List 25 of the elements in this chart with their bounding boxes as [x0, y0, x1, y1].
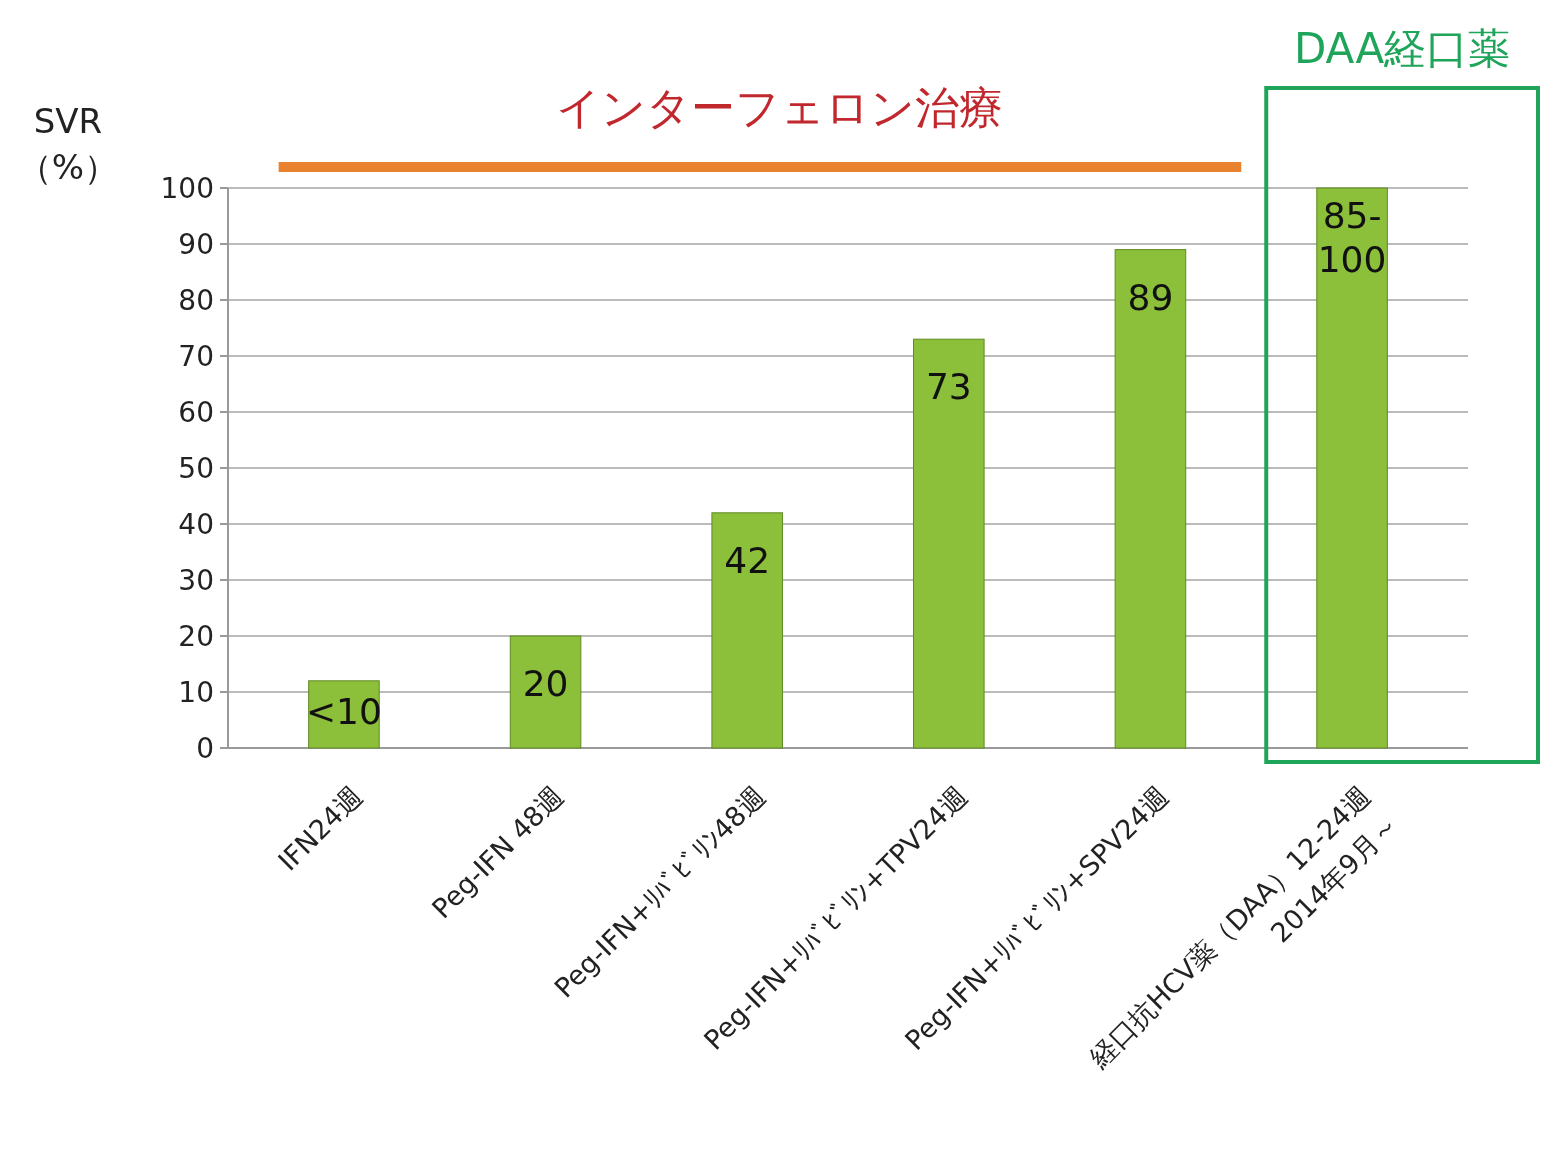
y-tick-label: 70	[178, 339, 214, 373]
data-label: 20	[522, 663, 569, 704]
y-tick-label: 90	[178, 227, 214, 261]
text: インターフェロン治療	[556, 82, 1004, 133]
bar	[509, 635, 582, 749]
data-label: 73	[925, 366, 972, 408]
bar	[711, 512, 783, 749]
y-tick-label: 60	[178, 395, 214, 429]
y-tick-label: 20	[178, 619, 214, 653]
y-tick-label: 40	[178, 507, 214, 541]
y-tick-label: 50	[178, 451, 214, 485]
y-tick-label: 100	[160, 171, 214, 205]
data-label: <10	[305, 691, 382, 733]
y-tick-label: 10	[178, 675, 214, 709]
y-axis-title: SVR （%）	[17, 101, 119, 187]
y-tick-label: 80	[178, 283, 214, 317]
bar	[1316, 187, 1388, 749]
text: DAA経口薬	[1294, 24, 1511, 73]
data-label: 89	[1127, 276, 1174, 318]
bar	[1114, 249, 1187, 749]
data-label: 42	[724, 539, 771, 581]
y-tick-label: 0	[196, 731, 214, 765]
y-tick-label: 30	[178, 563, 214, 597]
data-label: 85- 100	[1317, 195, 1387, 280]
bar	[913, 338, 985, 749]
